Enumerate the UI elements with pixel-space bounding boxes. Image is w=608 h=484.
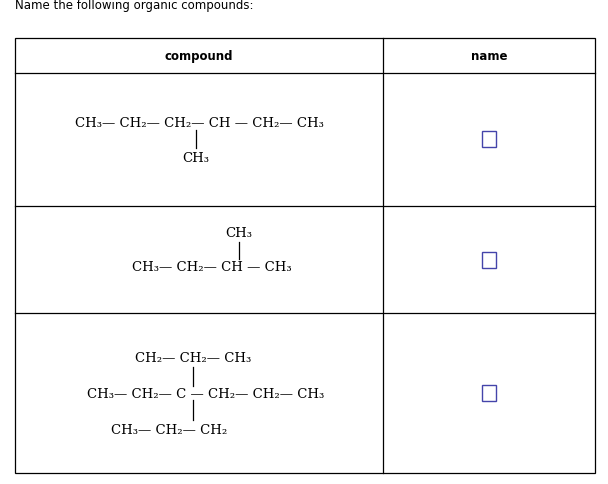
Bar [482,385,496,401]
Text: name: name [471,50,507,62]
Text: compound: compound [165,50,233,62]
Text: CH₃: CH₃ [182,151,210,164]
Text: CH₃— CH₂— CH₂— CH — CH₂— CH₃: CH₃— CH₂— CH₂— CH — CH₂— CH₃ [75,117,323,130]
Text: CH₂— CH₂— CH₃: CH₂— CH₂— CH₃ [135,351,251,364]
Text: Name the following organic compounds:: Name the following organic compounds: [15,0,254,12]
Text: CH₃— CH₂— C — CH₂— CH₂— CH₃: CH₃— CH₂— C — CH₂— CH₂— CH₃ [86,387,324,400]
Bar [15,39,595,473]
Text: CH₃— CH₂— CH₂: CH₃— CH₂— CH₂ [111,423,227,436]
Bar [482,252,496,268]
Bar [482,132,496,148]
Text: CH₃— CH₂— CH — CH₃: CH₃— CH₂— CH — CH₃ [131,261,291,274]
Text: CH₃: CH₃ [225,227,252,239]
